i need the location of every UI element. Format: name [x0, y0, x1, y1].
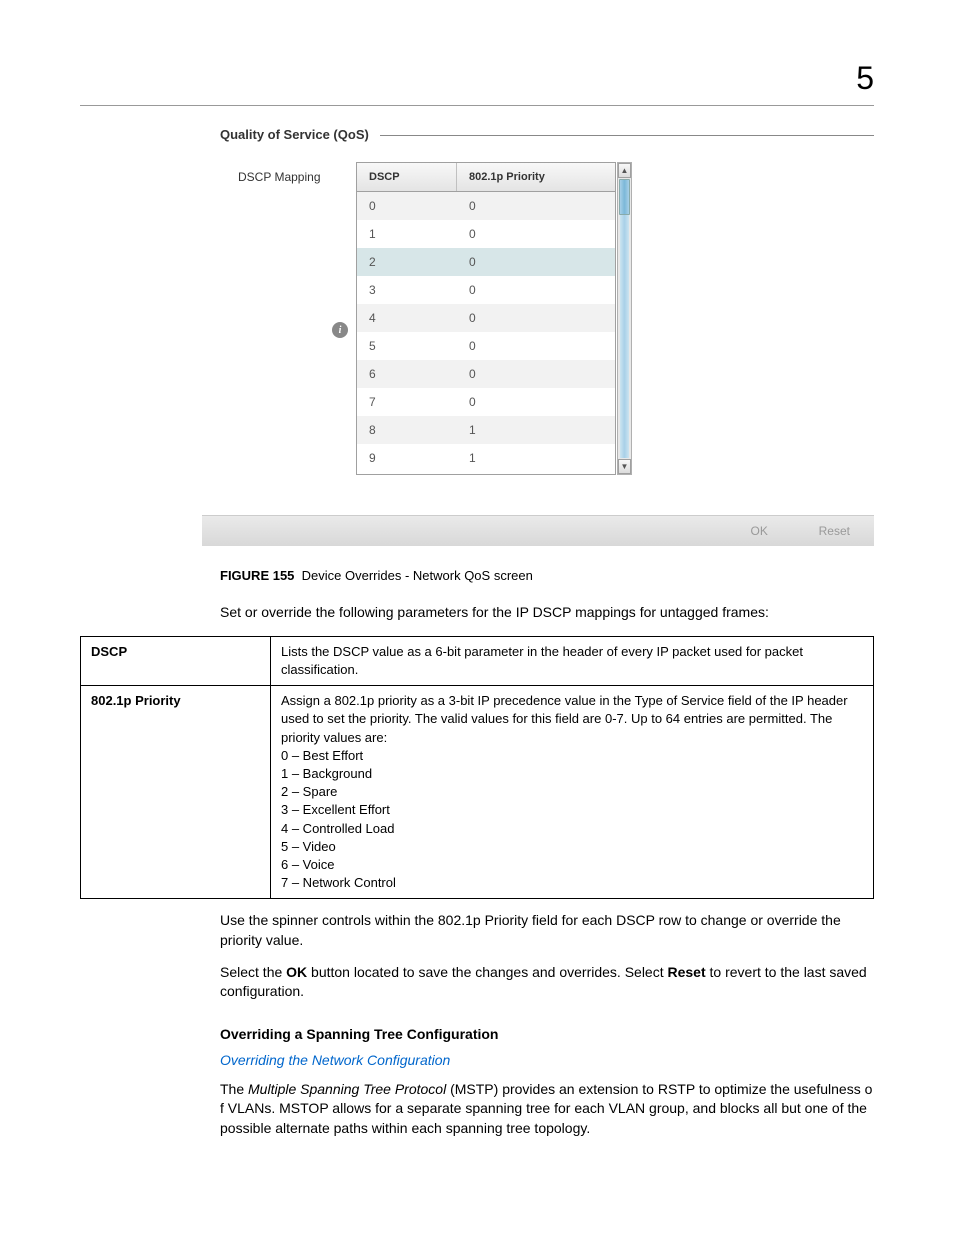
priority-value-cell: 1 [457, 423, 597, 437]
dscp-mapping-label: DSCP Mapping [238, 170, 321, 184]
qos-screenshot: Quality of Service (QoS) DSCP Mapping i … [220, 126, 874, 546]
table-row[interactable]: 50 [357, 332, 615, 360]
dscp-value-cell: 5 [357, 339, 457, 353]
dscp-value-cell: 4 [357, 311, 457, 325]
priority-value-cell: 0 [457, 367, 597, 381]
dscp-value-cell: 9 [357, 451, 457, 465]
dscp-value-cell: 7 [357, 395, 457, 409]
paragraph: Use the spinner controls within the 802.… [220, 911, 874, 950]
col-header-dscp[interactable]: DSCP [357, 163, 457, 191]
dscp-table: DSCP 802.1p Priority 0010203040506070819… [356, 162, 616, 475]
priority-value-cell: 0 [457, 227, 597, 241]
priority-value-cell: 0 [457, 199, 597, 213]
button-bar: OK Reset [202, 515, 874, 546]
cross-ref-link[interactable]: Overriding the Network Configuration [220, 1052, 874, 1068]
section-heading: Overriding a Spanning Tree Configuration [220, 1026, 874, 1042]
dscp-value-cell: 8 [357, 423, 457, 437]
dscp-value-cell: 6 [357, 367, 457, 381]
chapter-number: 5 [80, 60, 874, 106]
priority-value-cell: 1 [457, 451, 597, 465]
col-header-priority[interactable]: 802.1p Priority [457, 163, 597, 191]
scroll-thumb[interactable] [619, 179, 630, 215]
scroll-track[interactable] [620, 215, 629, 458]
scroll-up-button[interactable]: ▲ [618, 163, 631, 178]
def-desc: Assign a 802.1p priority as a 3-bit IP p… [271, 686, 874, 899]
table-row: 802.1p Priority Assign a 802.1p priority… [81, 686, 874, 899]
info-icon[interactable]: i [332, 322, 348, 338]
priority-value-cell: 0 [457, 339, 597, 353]
def-term: 802.1p Priority [81, 686, 271, 899]
scrollbar[interactable]: ▲ ▼ [617, 162, 632, 475]
dscp-value-cell: 3 [357, 283, 457, 297]
table-row[interactable]: 60 [357, 360, 615, 388]
table-row: DSCP Lists the DSCP value as a 6-bit par… [81, 636, 874, 685]
fieldset-title: Quality of Service (QoS) [220, 127, 377, 142]
table-row[interactable]: 91 [357, 444, 615, 472]
definition-table: DSCP Lists the DSCP value as a 6-bit par… [80, 636, 874, 899]
table-row[interactable]: 40 [357, 304, 615, 332]
def-desc: Lists the DSCP value as a 6-bit paramete… [271, 636, 874, 685]
paragraph: Select the OK button located to save the… [220, 963, 874, 1002]
figure-caption: FIGURE 155 Device Overrides - Network Qo… [220, 568, 874, 583]
fieldset-divider [380, 135, 874, 136]
dscp-value-cell: 1 [357, 227, 457, 241]
scroll-down-button[interactable]: ▼ [618, 459, 631, 474]
priority-value-cell: 0 [457, 255, 597, 269]
table-row[interactable]: 20 [357, 248, 615, 276]
dscp-value-cell: 0 [357, 199, 457, 213]
def-term: DSCP [81, 636, 271, 685]
table-row[interactable]: 70 [357, 388, 615, 416]
intro-text: Set or override the following parameters… [220, 603, 874, 622]
table-row[interactable]: 10 [357, 220, 615, 248]
priority-value-cell: 0 [457, 283, 597, 297]
table-row[interactable]: 30 [357, 276, 615, 304]
paragraph: The Multiple Spanning Tree Protocol (MST… [220, 1080, 874, 1139]
table-row[interactable]: 81 [357, 416, 615, 444]
priority-value-cell: 0 [457, 395, 597, 409]
reset-button[interactable]: Reset [805, 522, 864, 540]
dscp-value-cell: 2 [357, 255, 457, 269]
table-row[interactable]: 00 [357, 192, 615, 220]
priority-value-cell: 0 [457, 311, 597, 325]
ok-button[interactable]: OK [736, 522, 782, 540]
